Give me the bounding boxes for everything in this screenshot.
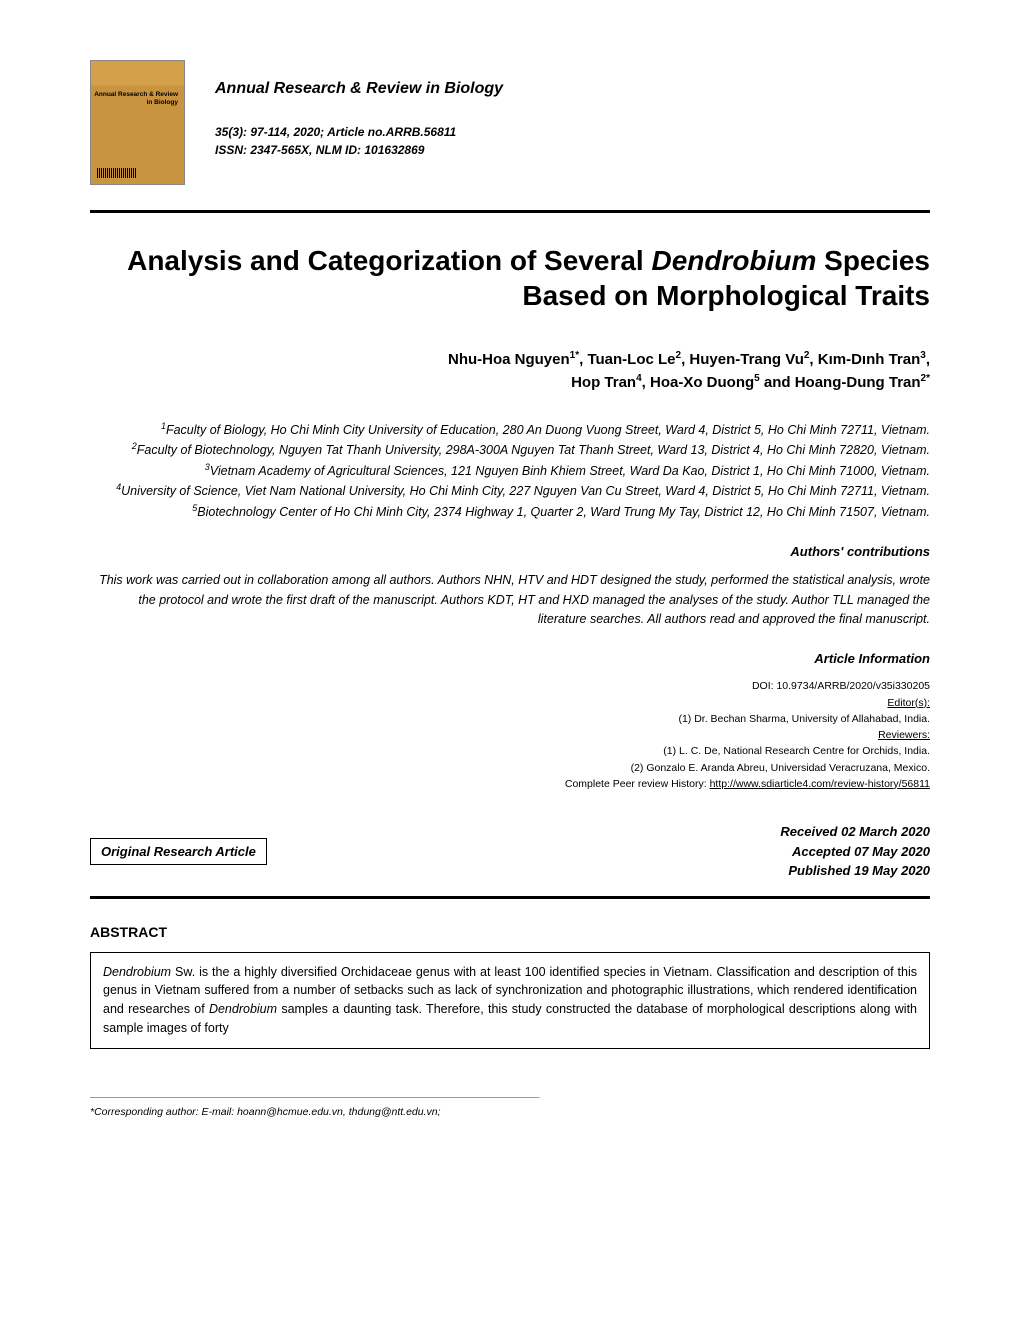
line1-comma: , — [926, 351, 930, 368]
dates-block: Received 02 March 2020 Accepted 07 May 2… — [780, 822, 930, 881]
reviewer2: (2) Gonzalo E. Aranda Abreu, Universidad… — [631, 762, 930, 774]
abstract-heading: ABSTRACT — [90, 924, 930, 940]
peer-review-label: Complete Peer review History: — [565, 778, 710, 790]
bottom-divider — [90, 896, 930, 899]
accepted-date: Accepted 07 May 2020 — [792, 844, 930, 859]
header-text: Annual Research & Review in Biology 35(3… — [215, 60, 930, 159]
top-divider — [90, 210, 930, 213]
citation-line: 35(3): 97-114, 2020; Article no.ARRB.568… — [215, 125, 456, 139]
aff2: Faculty of Biotechnology, Nguyen Tat Tha… — [137, 443, 930, 457]
article-type-row: Original Research Article Received 02 Ma… — [90, 822, 930, 881]
peer-review-url[interactable]: http://www.sdiarticle4.com/review-histor… — [710, 778, 930, 790]
article-title: Analysis and Categorization of Several D… — [90, 243, 930, 313]
aff5: Biotechnology Center of Ho Chi Minh City… — [197, 505, 930, 519]
reviewer1: (1) L. C. De, National Research Centre f… — [663, 745, 930, 757]
cover-barcode — [97, 168, 137, 178]
footer-separator: ________________________________________… — [90, 1089, 930, 1098]
author1-sup: 1* — [570, 350, 579, 361]
author4: , Kım-Dınh Tran — [809, 351, 920, 368]
issn-line: ISSN: 2347-565X, NLM ID: 101632869 — [215, 143, 424, 157]
editor1: (1) Dr. Bechan Sharma, University of All… — [678, 713, 930, 725]
authors-block: Nhu-Hoa Nguyen1*, Tuan-Loc Le2, Huyen-Tr… — [90, 348, 930, 395]
article-info-details: DOI: 10.9734/ARRB/2020/v35i330205 Editor… — [90, 678, 930, 792]
contributions-text: This work was carried out in collaborati… — [90, 571, 930, 629]
article-info-label: Article Information — [90, 651, 930, 666]
abstract-italic2: Dendrobium — [209, 1002, 277, 1016]
author6: , Hoa-Xo Duong — [642, 374, 755, 391]
doi: DOI: 10.9734/ARRB/2020/v35i330205 — [752, 680, 930, 692]
article-citation-info: 35(3): 97-114, 2020; Article no.ARRB.568… — [215, 123, 930, 159]
affiliations-block: 1Faculty of Biology, Ho Chi Minh City Un… — [90, 420, 930, 523]
author5: Hop Tran — [571, 374, 636, 391]
reviewers-label: Reviewers: — [878, 729, 930, 741]
cover-title: Annual Research & Review in Biology — [91, 91, 178, 107]
article-type-box: Original Research Article — [90, 838, 267, 865]
aff1: Faculty of Biology, Ho Chi Minh City Uni… — [166, 423, 930, 437]
author1: Nhu-Hoa Nguyen — [448, 351, 570, 368]
published-date: Published 19 May 2020 — [788, 863, 930, 878]
author3: , Huyen-Trang Vu — [681, 351, 804, 368]
journal-cover-thumbnail: Annual Research & Review in Biology — [90, 60, 185, 185]
title-part1: Analysis and Categorization of Several — [127, 245, 651, 276]
received-date: Received 02 March 2020 — [780, 824, 930, 839]
abstract-box: Dendrobium Sw. is the a highly diversifi… — [90, 952, 930, 1049]
aff3: Vietnam Academy of Agricultural Sciences… — [210, 464, 930, 478]
aff4: University of Science, Viet Nam National… — [121, 484, 930, 498]
header-row: Annual Research & Review in Biology Annu… — [90, 60, 930, 185]
author7-sup: 2* — [921, 373, 930, 384]
abstract-italic1: Dendrobium — [103, 965, 171, 979]
editors-label: Editor(s): — [887, 697, 930, 709]
author2: , Tuan-Loc Le — [579, 351, 675, 368]
title-italic: Dendrobium — [651, 245, 816, 276]
journal-name: Annual Research & Review in Biology — [215, 80, 930, 98]
contributions-label: Authors' contributions — [90, 544, 930, 559]
author7: and Hoang-Dung Tran — [760, 374, 921, 391]
corresponding-author: *Corresponding author: E-mail: hoann@hcm… — [90, 1106, 930, 1118]
